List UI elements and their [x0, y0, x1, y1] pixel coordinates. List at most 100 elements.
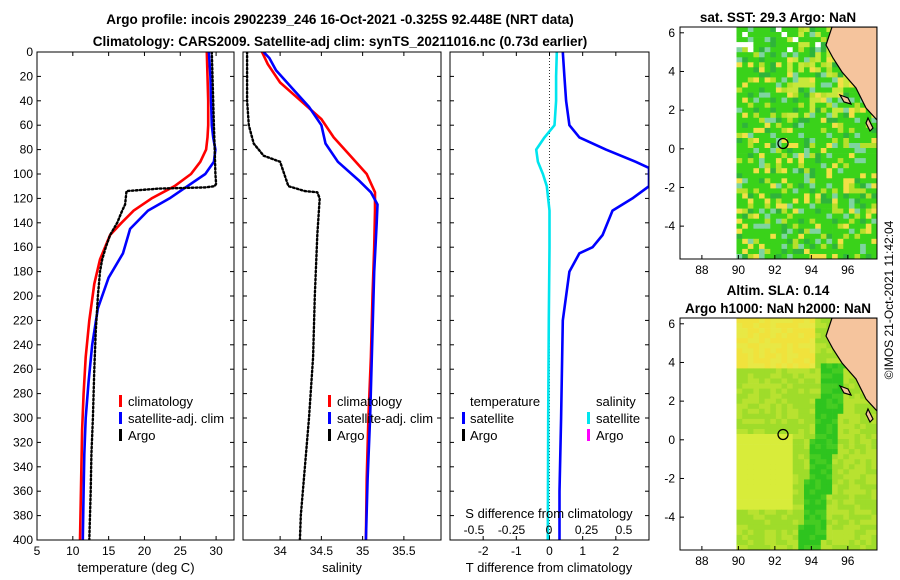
map-cell — [781, 469, 788, 475]
map-cell — [815, 373, 822, 379]
map-cell — [764, 519, 771, 526]
map-cell — [747, 153, 754, 159]
map-cell — [798, 72, 805, 78]
map-cell — [832, 107, 839, 114]
map-cell — [742, 519, 749, 526]
map-cell — [815, 27, 822, 33]
map-cell — [781, 408, 788, 415]
map-cell — [742, 127, 749, 134]
map-cell — [865, 193, 872, 199]
map-cell — [871, 117, 877, 124]
map-cell — [781, 238, 788, 245]
map-cell — [804, 534, 810, 541]
map-cell — [820, 37, 827, 43]
map-cell — [804, 398, 810, 405]
map-cell — [832, 193, 839, 199]
map-cell — [871, 173, 877, 179]
map-cell — [781, 459, 788, 465]
map-cell — [837, 163, 844, 169]
map-cell — [832, 383, 839, 389]
map-cell — [753, 504, 760, 510]
x-tick-label: 88 — [695, 554, 709, 568]
map-cell — [759, 213, 765, 219]
map-cell — [775, 328, 782, 334]
map-cell — [770, 52, 777, 58]
map-cell — [787, 509, 794, 516]
map-cell — [792, 459, 799, 465]
map-cell — [837, 509, 844, 516]
map-cell — [753, 132, 760, 139]
map-cell — [736, 218, 743, 225]
map-cell — [871, 168, 877, 174]
map-cell — [826, 233, 833, 240]
map-cell — [809, 77, 816, 83]
map-cell — [804, 323, 810, 329]
map-cell — [832, 233, 839, 240]
map-cell — [826, 534, 833, 541]
map-cell — [843, 183, 850, 189]
map-cell — [747, 378, 754, 384]
map-cell — [826, 388, 833, 394]
map-cell — [759, 148, 765, 154]
map-cell — [781, 403, 788, 410]
map-cell — [798, 92, 805, 98]
map-cell — [787, 77, 794, 83]
map-cell — [820, 479, 827, 485]
map-cell — [815, 403, 822, 410]
map-cell — [860, 429, 867, 435]
map-cell — [815, 328, 822, 334]
map-cell — [787, 27, 794, 33]
map-cell — [753, 117, 760, 124]
map-cell — [843, 383, 850, 389]
map-cell — [804, 168, 810, 174]
map-cell — [826, 138, 833, 144]
map-cell — [781, 183, 788, 189]
map-cell — [820, 439, 827, 445]
map-cell — [787, 122, 794, 129]
map-cell — [792, 117, 799, 124]
map-cell — [759, 82, 765, 88]
map-cell — [736, 418, 743, 425]
map-cell — [848, 248, 855, 255]
map-cell — [764, 112, 771, 119]
x-tick-label: 96 — [841, 263, 855, 277]
map-cell — [747, 519, 754, 526]
map-cell — [860, 499, 867, 505]
map-cell — [781, 519, 788, 526]
map-cell — [759, 434, 765, 440]
map-cell — [775, 509, 782, 516]
map-cell — [832, 62, 839, 68]
map-cell — [747, 173, 754, 179]
map-cell — [736, 429, 743, 435]
map-cell — [775, 178, 782, 184]
map-cell — [848, 408, 855, 415]
map-cell — [770, 338, 777, 344]
map-cell — [770, 254, 777, 259]
map-cell — [832, 72, 839, 78]
map-cell — [775, 203, 782, 209]
map-cell — [759, 72, 765, 78]
x-tick-label: 90 — [732, 554, 746, 568]
map-cell — [804, 418, 810, 425]
map-cell — [742, 198, 749, 204]
map-cell — [860, 143, 867, 149]
map-cell — [815, 143, 822, 149]
map-cell — [770, 474, 777, 480]
map-cell — [798, 393, 805, 400]
map-cell — [809, 509, 816, 516]
map-cell — [832, 444, 839, 450]
map-cell — [837, 524, 844, 531]
map-cell — [770, 459, 777, 465]
map-cell — [798, 62, 805, 68]
map-cell — [775, 52, 782, 58]
map-cell — [820, 338, 827, 344]
top-tick-label: 0.5 — [616, 523, 633, 537]
map-cell — [787, 459, 794, 465]
map-cell — [865, 198, 872, 204]
map-cell — [759, 318, 765, 324]
map-cell — [742, 408, 749, 415]
map-cell — [770, 87, 777, 93]
map-cell — [848, 243, 855, 250]
map-cell — [809, 348, 816, 354]
map-cell — [736, 87, 743, 93]
